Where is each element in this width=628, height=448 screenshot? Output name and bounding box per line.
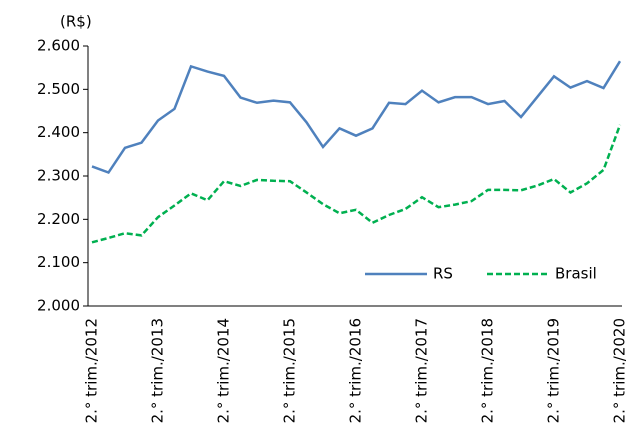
legend-label: Brasil bbox=[555, 265, 597, 283]
y-tick-label: 2.500 bbox=[37, 80, 80, 98]
x-tick-label: 2.° trim./2013 bbox=[149, 318, 167, 423]
x-tick-label: 2.° trim./2015 bbox=[281, 318, 299, 423]
line-series bbox=[91, 124, 622, 244]
y-tick-label: 2.000 bbox=[37, 297, 80, 315]
x-tick-label: 2.° trim./2016 bbox=[347, 318, 365, 423]
legend-label: RS bbox=[433, 265, 453, 283]
x-tick-label: 2.° trim./2017 bbox=[413, 318, 431, 423]
y-tick-label: 2.600 bbox=[37, 37, 80, 55]
x-tick-label: 2.° trim./2012 bbox=[83, 318, 101, 423]
y-tick-label: 2.300 bbox=[37, 167, 80, 185]
x-tick-label: 2.° trim./2019 bbox=[545, 318, 563, 423]
y-axis-label: (R$) bbox=[60, 13, 92, 31]
y-tick-label: 2.200 bbox=[37, 210, 80, 228]
x-tick-label: 2.° trim./2014 bbox=[215, 318, 233, 423]
x-tick-label: 2.° trim./2020 bbox=[611, 318, 628, 423]
y-tick-label: 2.400 bbox=[37, 123, 80, 141]
x-tick-label: 2.° trim./2018 bbox=[479, 318, 497, 423]
y-tick-label: 2.100 bbox=[37, 253, 80, 271]
line-series bbox=[91, 60, 622, 175]
